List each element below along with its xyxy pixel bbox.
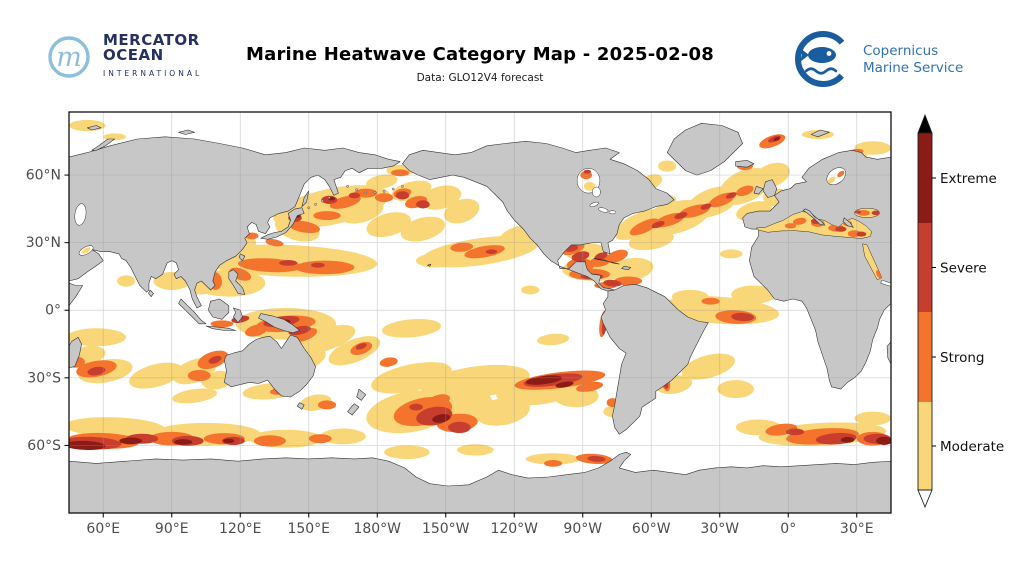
great-lake-ontario [608,210,617,215]
lon-tick-label: 90°W [563,521,602,537]
caspian-sea [74,203,87,226]
lon-tick-label: 30°W [700,521,739,537]
copernicus-marine-logo: Copernicus Marine Service [791,26,963,94]
copernicus-logo-text: Copernicus Marine Service [863,43,963,77]
colorbar-top-arrow [917,113,933,134]
colorbar-label-strong: Strong [940,350,985,366]
james-bay [592,186,601,198]
colorbar-bottom-arrow [917,489,933,509]
great-lake-superior [589,201,599,207]
gulf-of-aden [880,279,891,287]
lon-tick-label: 60°W [632,521,671,537]
lon-tick-label: 30°E [840,521,874,537]
page-title: Marine Heatwave Category Map - 2025-02-0… [246,44,714,65]
graticule-grid [69,112,891,513]
lon-tick-label: 180°W [353,521,401,537]
colorbar-label-severe: Severe [940,261,987,277]
map-layers [69,112,891,513]
lat-tick-label: 30°N [26,235,61,251]
lon-tick-label: 120°W [490,521,538,537]
international-word: INTERNATIONAL [103,69,203,78]
landmasses [69,123,891,513]
great-lake-huron [598,207,609,213]
page-subtitle: Data: GLO12V4 forecast [416,72,544,84]
lat-tick-label: 60°S [27,438,61,454]
lon-tick-label: 60°E [86,521,120,537]
lat-tick-label: 30°S [27,370,61,386]
axis-ticks-and-labels: 60°E 90°E 120°E 150°E 180°W 150°W 120°W 90°W 60°… [26,168,874,537]
mercator-ocean-logo: m MERCATOR OCEAN INTERNATIONAL [45,32,202,82]
lon-tick-label: 0° [780,521,796,537]
lon-tick-label: 90°E [155,521,189,537]
lon-tick-label: 150°W [422,521,470,537]
marine-service-words: Marine Service [863,60,964,76]
lat-tick-label: 60°N [26,168,61,184]
patches-extreme [69,137,891,450]
copernicus-word: Copernicus [863,43,939,59]
lon-tick-label: 120°E [219,521,262,537]
svg-text:m: m [56,42,82,73]
plot-frame [68,111,892,514]
mercator-logo-text: MERCATOR OCEAN INTERNATIONAL [103,33,202,81]
inland-seas [74,167,891,287]
patches-severe [69,135,891,462]
mercator-circle-m-icon: m [48,36,90,78]
lon-tick-label: 150°E [287,521,330,537]
lat-tick-label: 0° [45,303,61,319]
mercator-word: MERCATOR [103,31,200,49]
colorbar-label-extreme: Extreme [940,171,997,187]
ocean-word: OCEAN [103,46,164,64]
category-colorbar: Extreme Severe Strong Moderate [917,113,1004,509]
copernicus-fish-icon [795,31,851,87]
colorbar-label-moderate: Moderate [940,439,1004,455]
